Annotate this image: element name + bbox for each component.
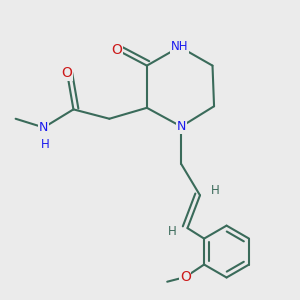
Text: N: N	[177, 120, 186, 133]
Text: N: N	[39, 121, 48, 134]
Text: O: O	[180, 270, 191, 284]
Text: O: O	[112, 43, 123, 57]
Text: H: H	[168, 225, 177, 238]
Text: H: H	[211, 184, 219, 197]
Text: H: H	[41, 138, 50, 151]
Text: O: O	[62, 66, 73, 80]
Text: NH: NH	[171, 40, 188, 53]
